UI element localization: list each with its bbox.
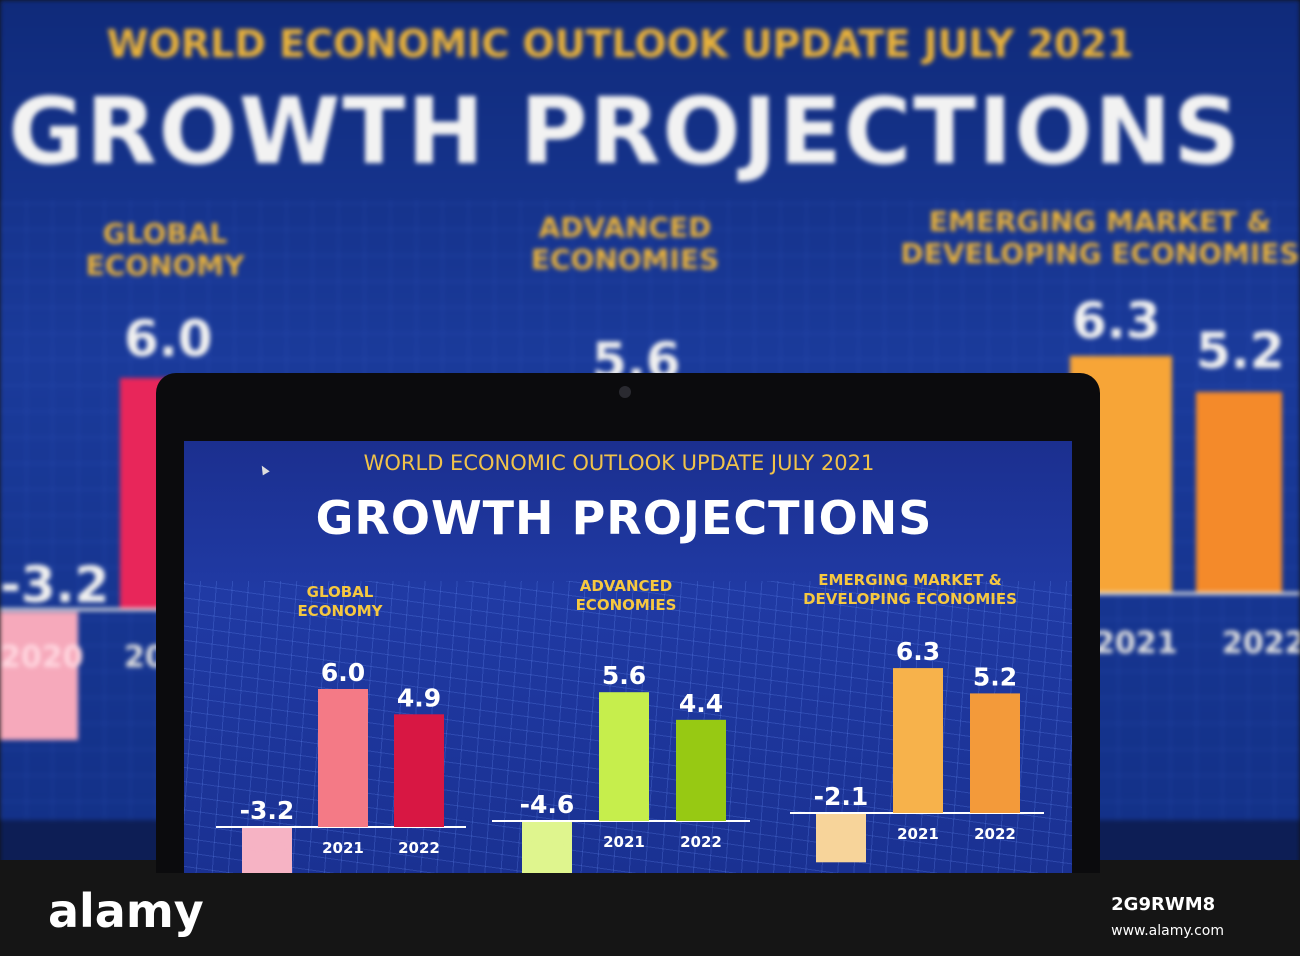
background-label-emerging-line2: DEVELOPING ECONOMIES <box>900 237 1300 270</box>
bar-emerging-2021 <box>893 668 943 813</box>
alamy-logo: alamy <box>48 884 204 938</box>
data-label-global-2021: 6.0 <box>321 658 365 687</box>
growth-bar-chart: -3.2 2020 6.0 2021 4.9 2022 -4.6 2020 5.6 2021 4.4… <box>216 637 1044 873</box>
background-value-global-2021: 6.0 <box>124 310 213 368</box>
group-label-advanced-line1: ADVANCED <box>579 577 673 595</box>
webcam-icon <box>619 386 631 398</box>
group-label-emerging-line1: EMERGING MARKET & <box>818 571 1002 589</box>
category-label-advanced-2022: 2022 <box>680 833 722 851</box>
image-id: 2G9RWM8 <box>1111 894 1216 915</box>
data-label-global-2022: 4.9 <box>397 683 441 712</box>
bar-global-2022 <box>394 714 444 827</box>
background-bar-global-2020 <box>0 612 78 740</box>
category-label-global-2021: 2021 <box>322 839 364 857</box>
background-label-global-line1: GLOBAL <box>102 217 228 250</box>
background-label-emerging-line1: EMERGING MARKET & <box>928 205 1272 238</box>
background-supertitle: WORLD ECONOMIC OUTLOOK UPDATE JULY 2021 <box>106 22 1134 66</box>
background-year-2021: 2021 <box>1094 626 1178 661</box>
data-label-advanced-2022: 4.4 <box>679 689 723 718</box>
bar-emerging-2020 <box>816 814 866 863</box>
background-label-advanced-line1: ADVANCED <box>538 211 712 244</box>
background-bar-emerging-2022 <box>1196 392 1282 592</box>
background-label-global: GLOBAL ECONOMY <box>70 218 260 282</box>
group-label-global-line1: GLOBAL <box>306 583 374 601</box>
data-label-advanced-2020: -4.6 <box>520 790 575 819</box>
laptop: WORLD ECONOMIC OUTLOOK UPDATE JULY 2021 … <box>156 373 1100 873</box>
category-label-global-2022: 2022 <box>398 839 440 857</box>
group-label-advanced-line2: ECONOMIES <box>575 596 677 614</box>
watermark-url: www.alamy.com <box>1111 923 1224 939</box>
background-year-2020: 2020 <box>0 640 84 675</box>
group-label-global: GLOBAL ECONOMY <box>270 583 410 621</box>
background-value-emerging-2022: 5.2 <box>1196 322 1285 380</box>
category-label-global-2020: 2020 <box>246 839 288 857</box>
background-year-2022: 2022 <box>1222 626 1300 661</box>
page-title: GROWTH PROJECTIONS <box>315 491 933 545</box>
bar-advanced-2020 <box>522 822 572 873</box>
report-supertitle: WORLD ECONOMIC OUTLOOK UPDATE JULY 2021 <box>363 451 875 475</box>
floor <box>0 860 1300 956</box>
category-label-advanced-2020: 2020 <box>526 833 568 851</box>
background-axis-right <box>1080 592 1300 595</box>
data-label-emerging-2022: 5.2 <box>973 662 1017 691</box>
group-label-emerging-line2: DEVELOPING ECONOMIES <box>803 590 1017 608</box>
bar-global-2020 <box>242 828 292 873</box>
background-label-global-line2: ECONOMY <box>85 249 245 282</box>
watermark-info: 2G9RWM8 www.alamy.com <box>1111 892 1224 944</box>
background-label-advanced-line2: ECONOMIES <box>530 243 720 276</box>
background-value-emerging-2021: 6.3 <box>1072 292 1161 350</box>
data-label-emerging-2021: 6.3 <box>896 637 940 666</box>
bar-advanced-2021 <box>599 692 649 821</box>
data-label-emerging-2020: -2.1 <box>814 782 869 811</box>
background-label-advanced: ADVANCED ECONOMIES <box>500 212 750 276</box>
category-label-emerging-2022: 2022 <box>974 825 1016 843</box>
category-label-emerging-2020: 2020 <box>820 825 862 843</box>
group-label-global-line2: ECONOMY <box>297 602 383 620</box>
laptop-screen: WORLD ECONOMIC OUTLOOK UPDATE JULY 2021 … <box>184 441 1072 873</box>
group-label-emerging: EMERGING MARKET & DEVELOPING ECONOMIES <box>780 571 1040 609</box>
bar-advanced-2022 <box>676 719 726 821</box>
category-label-advanced-2021: 2021 <box>603 833 645 851</box>
bar-global-2021 <box>318 689 368 827</box>
background-title: GROWTH PROJECTIONS <box>8 78 1242 185</box>
category-label-emerging-2021: 2021 <box>897 825 939 843</box>
background-label-emerging: EMERGING MARKET & DEVELOPING ECONOMIES <box>880 206 1300 270</box>
bar-emerging-2022 <box>970 693 1020 813</box>
data-label-advanced-2021: 5.6 <box>602 661 646 690</box>
background-value-global-2020: -3.2 <box>0 556 110 614</box>
group-label-advanced: ADVANCED ECONOMIES <box>546 577 706 615</box>
background-axis-left <box>0 608 160 611</box>
data-label-global-2020: -3.2 <box>240 796 295 825</box>
